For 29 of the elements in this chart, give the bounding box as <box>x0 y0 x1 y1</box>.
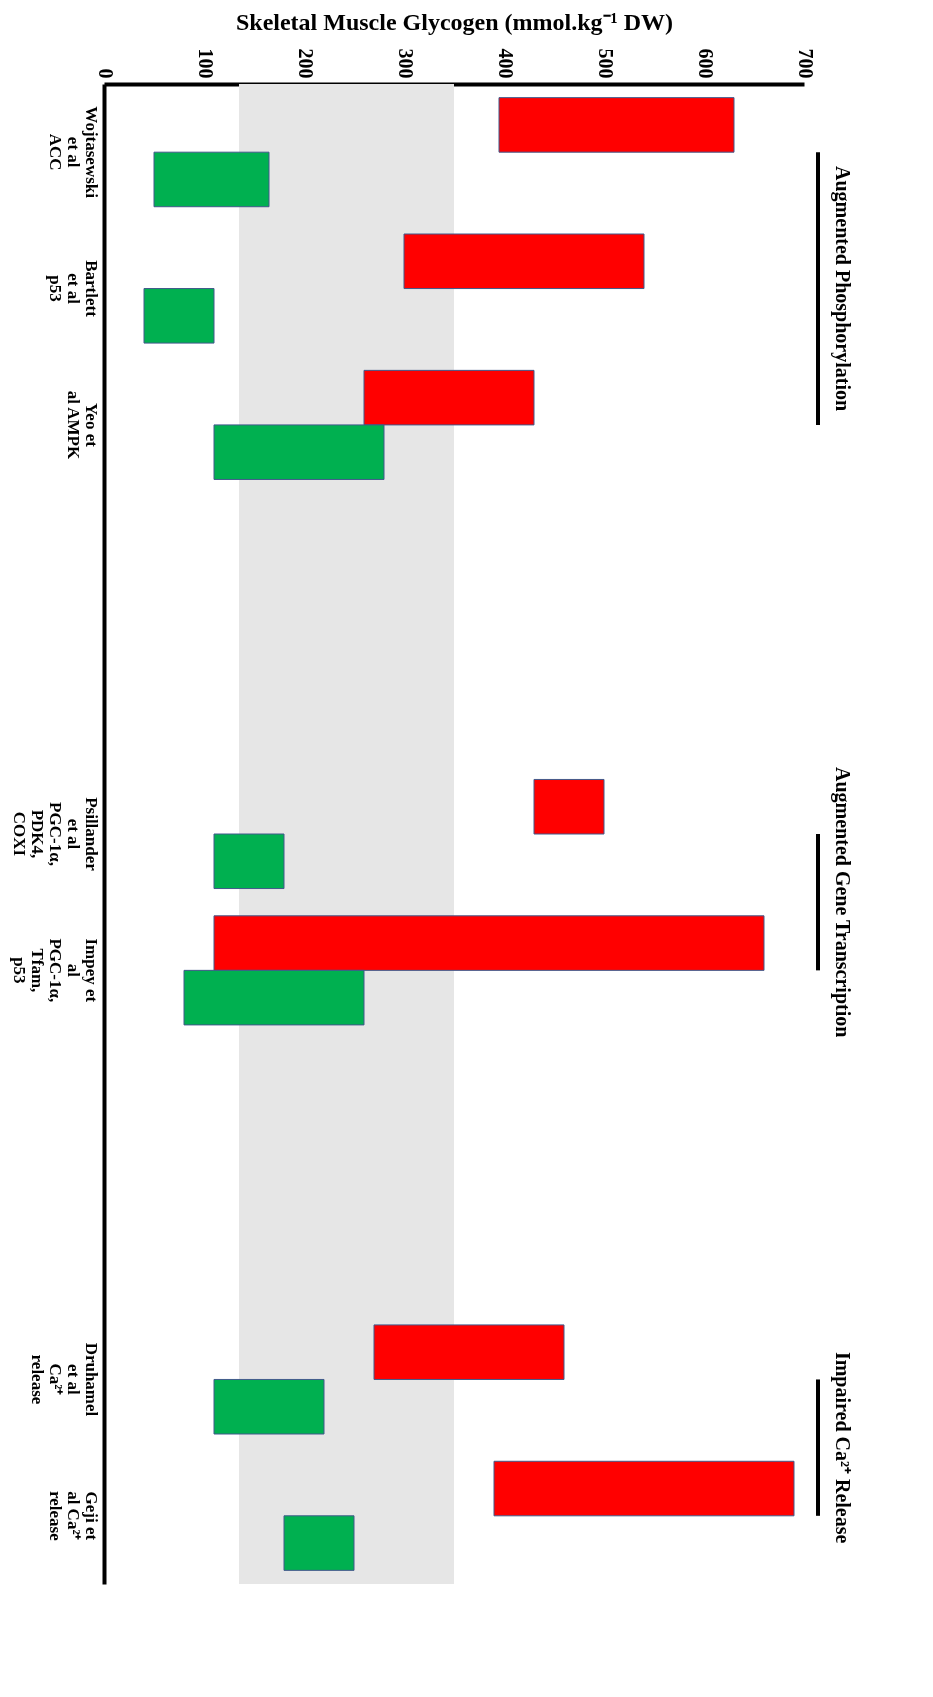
y-tick-label: Yeo et al AMPK <box>63 390 101 460</box>
y-tick-label: Impey et al PGC-1α, Tfam, p53 <box>9 938 101 1003</box>
y-tick-label: Druhamel et al Ca²⁺ release <box>27 1342 101 1417</box>
x-tick-label: 500 <box>594 48 617 79</box>
bar <box>373 1324 565 1380</box>
bar <box>498 97 735 153</box>
text: Augmented Phosphorylation <box>831 166 854 412</box>
bar <box>493 1460 795 1517</box>
text: Impaired Ca²⁺ Release <box>831 1351 854 1544</box>
x-tick-label: 0 <box>94 68 117 79</box>
x-tick-label: 300 <box>394 48 417 79</box>
x-axis-title: Skeletal Muscle Glycogen (mmol.kg⁻¹ DW) <box>235 8 674 35</box>
text: Augmented Gene Transcription <box>831 766 854 1038</box>
bar <box>283 1515 355 1571</box>
x-tick-label: 600 <box>694 48 717 79</box>
y-tick-label: Bartlett et al p53 <box>45 260 101 318</box>
bar <box>143 288 215 344</box>
x-tick-label: 400 <box>494 48 517 79</box>
bar <box>213 1378 325 1435</box>
x-tick-label: 700 <box>794 48 817 79</box>
bar <box>153 151 270 208</box>
bar <box>213 833 285 890</box>
y-tick-label: Geji et al Ca²⁺ release <box>45 1490 101 1542</box>
y-tick-label: Wojtasewski et al ACC <box>45 106 101 199</box>
bar <box>403 233 645 290</box>
x-tick-label: 100 <box>194 48 217 79</box>
y-tick-label: Psillander et al PGC-1α, PDK4, COXI <box>9 797 101 872</box>
bar <box>533 778 605 835</box>
x-tick-label: 200 <box>294 48 317 79</box>
